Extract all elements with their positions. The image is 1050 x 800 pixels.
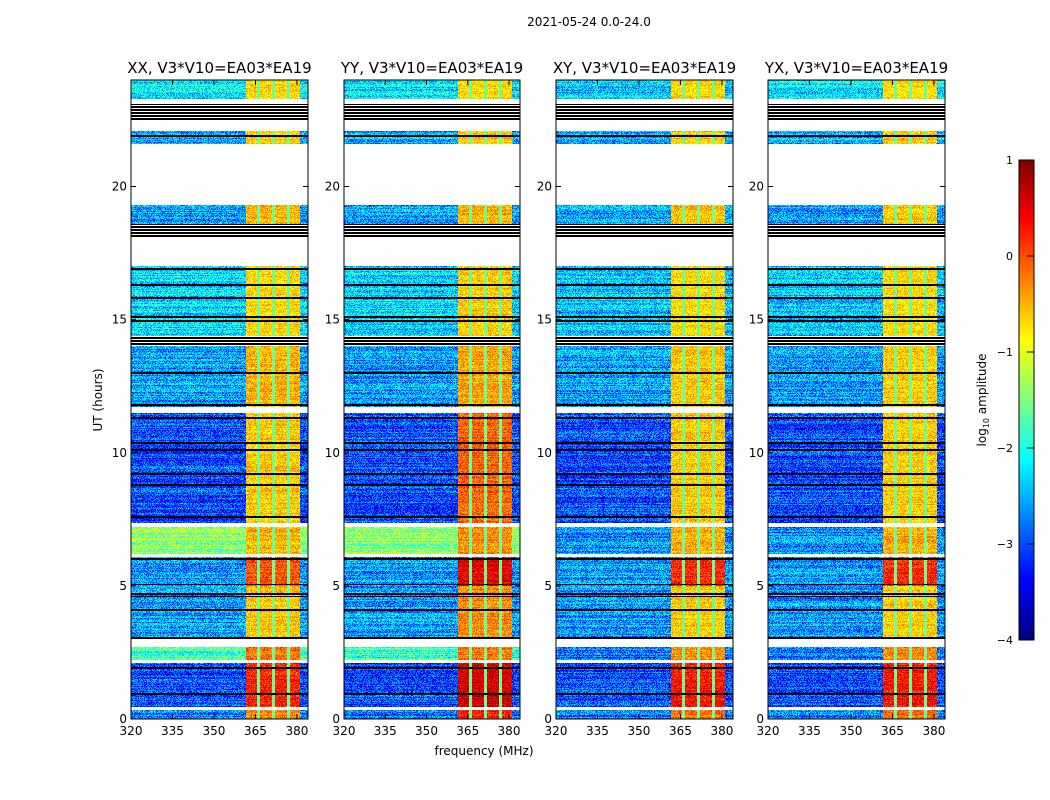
panel-frame xyxy=(130,79,309,720)
y-tick-label: 15 xyxy=(112,313,127,327)
y-tick-label: 0 xyxy=(544,712,552,726)
y-tick-label: 20 xyxy=(325,180,340,194)
figure-title: 2021-05-24 0.0-24.0 xyxy=(527,15,651,29)
x-tick-label: 320 xyxy=(120,724,143,738)
colorbar-tick-label: −2 xyxy=(997,442,1013,455)
colorbar-tick-label: 1 xyxy=(1006,154,1013,167)
y-tick-label: 15 xyxy=(325,313,340,327)
y-tick-label: 5 xyxy=(119,579,127,593)
y-tick-label: 0 xyxy=(332,712,340,726)
y-tick-label: 15 xyxy=(537,313,552,327)
colorbar xyxy=(1019,160,1034,640)
x-tick-label: 335 xyxy=(586,724,609,738)
colorbar-label: log10 amplitude xyxy=(975,354,991,447)
panel-title: XX, V3*V10=EA03*EA19 xyxy=(127,59,311,77)
x-tick-label: 320 xyxy=(545,724,568,738)
heatmap-yx xyxy=(768,80,945,719)
x-tick-label: 350 xyxy=(203,724,226,738)
colorbar-tick-label: −4 xyxy=(997,634,1013,647)
x-tick-label: 365 xyxy=(456,724,479,738)
heatmap-xx xyxy=(131,80,308,719)
panel-frame xyxy=(343,79,521,720)
heatmap-yy xyxy=(344,80,520,719)
panel-title: YY, V3*V10=EA03*EA19 xyxy=(340,59,523,77)
y-tick-label: 20 xyxy=(537,180,552,194)
x-tick-label: 320 xyxy=(333,724,356,738)
colorbar-tick-label: −3 xyxy=(997,538,1013,551)
x-tick-label: 365 xyxy=(244,724,267,738)
colorbar-frame xyxy=(1018,159,1035,641)
y-tick-label: 5 xyxy=(544,579,552,593)
x-tick-label: 335 xyxy=(374,724,397,738)
colorbar-tick-label: 0 xyxy=(1006,250,1013,263)
x-tick-label: 350 xyxy=(415,724,438,738)
y-tick-label: 10 xyxy=(537,446,552,460)
x-tick-label: 380 xyxy=(922,724,945,738)
y-tick-label: 20 xyxy=(749,180,764,194)
x-tick-label: 365 xyxy=(669,724,692,738)
panel-frame xyxy=(555,79,734,720)
y-tick-label: 5 xyxy=(332,579,340,593)
colorbar-tick-label: −1 xyxy=(997,346,1013,359)
x-tick-label: 335 xyxy=(161,724,184,738)
y-tick-label: 20 xyxy=(112,180,127,194)
y-tick-label: 0 xyxy=(756,712,764,726)
y-tick-label: 15 xyxy=(749,313,764,327)
x-tick-label: 380 xyxy=(285,724,308,738)
panel-title: YX, V3*V10=EA03*EA19 xyxy=(764,59,948,77)
x-tick-label: 380 xyxy=(710,724,733,738)
x-tick-label: 335 xyxy=(798,724,821,738)
panel-frame xyxy=(767,79,946,720)
y-tick-label: 10 xyxy=(112,446,127,460)
x-tick-label: 350 xyxy=(840,724,863,738)
x-tick-label: 380 xyxy=(498,724,521,738)
y-tick-label: 5 xyxy=(756,579,764,593)
y-axis-label: UT (hours) xyxy=(91,368,105,431)
panel-title: XY, V3*V10=EA03*EA19 xyxy=(553,59,736,77)
y-tick-label: 0 xyxy=(119,712,127,726)
x-tick-label: 320 xyxy=(757,724,780,738)
y-tick-label: 10 xyxy=(749,446,764,460)
x-axis-label: frequency (MHz) xyxy=(434,744,533,758)
x-tick-label: 365 xyxy=(881,724,904,738)
heatmap-xy xyxy=(556,80,733,719)
x-tick-label: 350 xyxy=(628,724,651,738)
y-tick-label: 10 xyxy=(325,446,340,460)
